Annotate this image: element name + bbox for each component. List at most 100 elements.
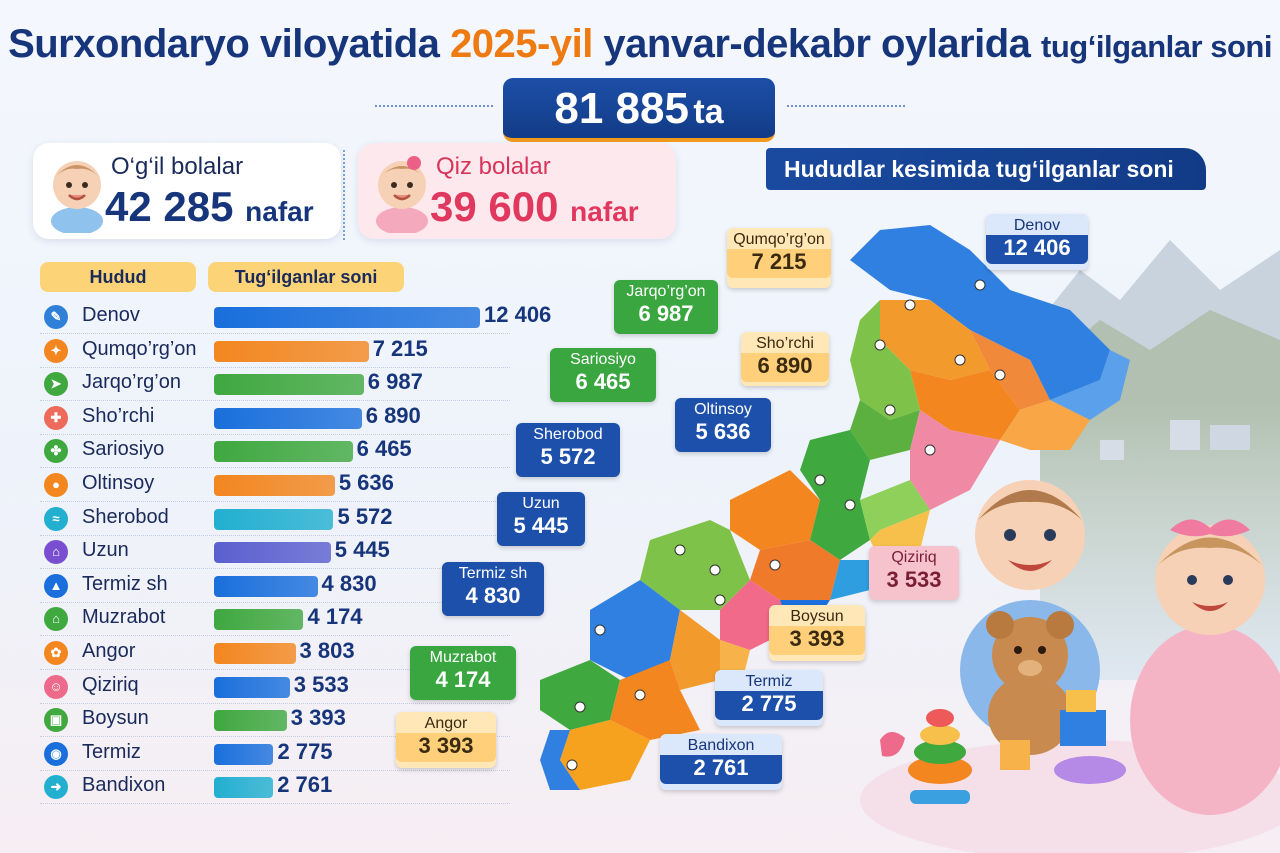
bar-value-label: 5 636	[338, 470, 394, 495]
callout-value: 5 445	[513, 513, 569, 538]
house-icon: ⌂	[44, 607, 68, 632]
map-region-uzun	[640, 520, 750, 610]
row-divider	[40, 534, 510, 536]
map-callout: Sho’rchi 6 890	[741, 332, 829, 386]
map-callout: Angor 3 393	[396, 712, 496, 768]
map-callout: Jarqo’rg’on 6 987	[614, 280, 718, 334]
total-divider-right	[787, 105, 905, 107]
map-callout: Qumqo’rg’on 7 215	[727, 228, 831, 288]
callout-value: 7 215	[727, 249, 831, 278]
callout-value: 4 174	[435, 667, 491, 692]
region-label: Termiz sh	[82, 572, 168, 595]
bar-value-label: 6 890	[365, 402, 421, 428]
bar	[214, 575, 318, 597]
bar-value-label: 6 465	[356, 436, 412, 462]
callout-value: 6 987	[638, 301, 694, 326]
boys-value: 42 285	[105, 183, 234, 230]
callout-value: 12 406	[986, 235, 1088, 264]
bar	[214, 340, 369, 362]
region-label: Qiziriq	[82, 673, 139, 696]
map-callout: Termiz sh 4 830	[442, 562, 544, 616]
callout-name: Muzrabot	[429, 649, 497, 666]
header-region: Hudud	[40, 262, 196, 292]
page-title: Surxondaryo viloyatida 2025-yil yanvar-d…	[0, 22, 1280, 67]
map-region-termiz	[540, 730, 580, 790]
table-row: ⌂ Muzrabot 4 174	[40, 602, 560, 637]
callout-value: 3 393	[769, 626, 865, 655]
map-region-oltinsoy-east	[1000, 400, 1090, 450]
tree-icon: ✤	[44, 439, 68, 464]
bar-value-label: 2 761	[277, 772, 333, 798]
region-label: Boysun	[82, 707, 149, 730]
boys-value-line: 42 285 nafar	[105, 183, 314, 231]
bar	[214, 374, 364, 396]
dna-icon: ✚	[44, 405, 68, 430]
bar-value-label: 7 215	[372, 335, 428, 361]
bar	[214, 542, 331, 564]
region-label: Jarqo’rg’on	[82, 371, 181, 394]
map-icon: ✎	[44, 305, 68, 329]
bar-value-label: 5 572	[337, 503, 393, 529]
girls-label: Qiz bolalar	[436, 153, 551, 180]
map-region-center-orange	[730, 470, 820, 550]
bar-value-label: 4 174	[307, 604, 363, 630]
row-divider	[40, 501, 510, 502]
bar	[214, 777, 274, 799]
leaf-icon: ✿	[44, 641, 68, 665]
map-region-angor	[560, 720, 650, 790]
babies-illustration	[860, 470, 1280, 853]
factory-icon: ▣	[44, 708, 68, 733]
total-block: 81 885 ta	[375, 78, 905, 142]
table-row: ☺ Qiziriq 3 533	[40, 670, 560, 704]
region-label: Qumqo’rg’on	[82, 337, 197, 360]
callout-name: Termiz	[745, 673, 793, 690]
bar	[214, 508, 334, 530]
row-divider	[40, 467, 510, 469]
table-row: ● Oltinsoy 5 636	[40, 468, 560, 502]
title-part2: yanvar-dekabr oylarida	[592, 22, 1042, 66]
row-divider	[40, 736, 510, 738]
map-callout: Sherobod 5 572	[516, 423, 620, 477]
map-region-light-green	[860, 480, 930, 540]
map-banner: Hududlar kesimida tug‘ilganlar soni	[766, 148, 1206, 190]
wave-icon: ≈	[44, 506, 68, 531]
boys-unit: nafar	[245, 196, 314, 227]
callout-value: 2 775	[715, 691, 823, 720]
boys-card: O‘g‘il bolalar 42 285 nafar	[33, 143, 341, 239]
total-unit: ta	[693, 93, 724, 131]
map-callout: Oltinsoy 5 636	[675, 398, 771, 452]
arrow-icon: ➜	[44, 775, 68, 800]
callout-value: 3 393	[396, 733, 496, 762]
total-divider-left	[375, 105, 493, 107]
map-region-orange-2	[750, 540, 840, 600]
callout-name: Jarqo’rg’on	[626, 283, 706, 300]
row-divider	[40, 803, 510, 805]
bar-value-label: 4 830	[321, 570, 377, 596]
bar-value-label: 12 406	[484, 302, 552, 327]
title-part3: tug‘ilganlar soni	[1041, 29, 1272, 64]
header-count: Tug‘ilganlar soni	[208, 262, 404, 292]
girls-card: Qiz bolalar 39 600 nafar	[358, 143, 676, 239]
region-label: Sho’rchi	[82, 404, 155, 427]
title-part1: Surxondaryo viloyatida	[8, 22, 451, 66]
girls-unit: nafar	[570, 196, 639, 227]
callout-name: Denov	[1013, 217, 1061, 234]
table-row: ✿ Angor 3 803	[40, 636, 560, 670]
bar	[214, 710, 287, 732]
table-row: ➤ Jarqo’rg’on 6 987	[40, 367, 560, 402]
region-label: Sariosiyo	[82, 438, 165, 461]
map-callout: Denov 12 406	[986, 214, 1088, 270]
table-row: ✤ Sariosiyo 6 465	[40, 434, 560, 469]
bar	[214, 743, 274, 765]
map-region-qiziriq	[910, 410, 1000, 510]
total-badge: 81 885 ta	[503, 78, 775, 142]
people-icon: ☺	[44, 674, 68, 699]
map-callout: Qiziriq 3 533	[869, 546, 959, 600]
map-region-green-2	[850, 400, 920, 460]
bar	[214, 307, 480, 328]
map-region-sho-rchi-2	[910, 370, 1020, 440]
region-label: Oltinsoy	[82, 472, 155, 494]
row-divider	[40, 635, 510, 637]
table-row: ✎ Denov 12 406	[40, 300, 560, 334]
callout-name: Termiz sh	[458, 565, 528, 582]
